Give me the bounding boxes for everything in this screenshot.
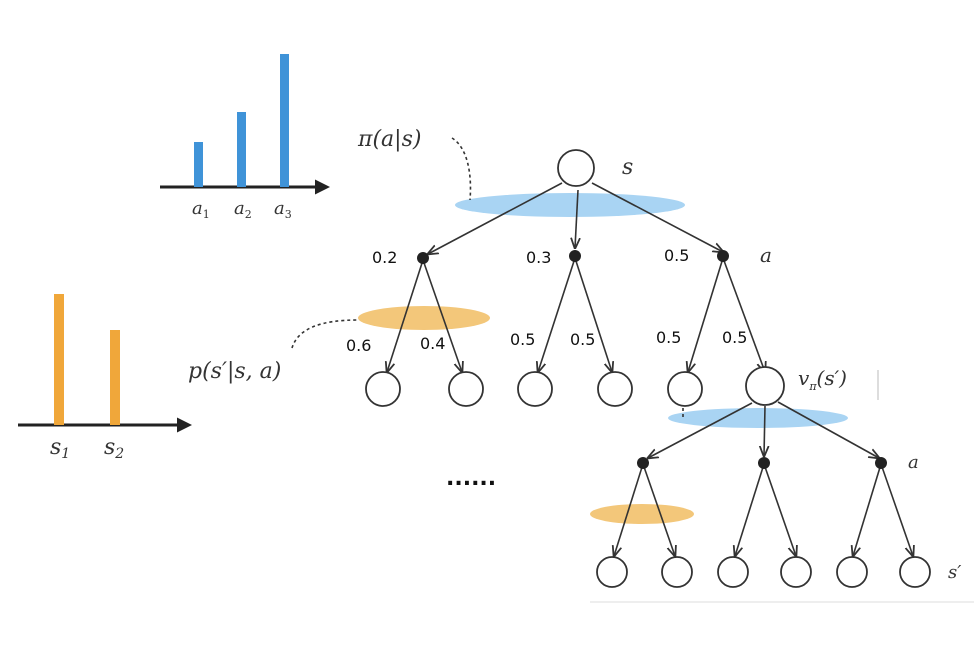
transition-prob-6: 0.5: [722, 328, 747, 347]
policy-connector: [451, 137, 472, 201]
sub-action-node-3: [875, 457, 887, 469]
state-bar-s2: [110, 330, 120, 425]
action-label-a1: a1: [192, 198, 210, 221]
action-node-2: [569, 250, 581, 262]
state-distribution-chart: s1 s2: [18, 294, 192, 462]
action-bar-a2: [237, 112, 246, 187]
action-bar-a1: [194, 142, 203, 187]
sub-tree: [596, 401, 931, 588]
transition-prob-3: 0.5: [510, 330, 535, 349]
transition-highlight-ellipse-2: [590, 504, 694, 524]
edge-sub-a1-s2: [642, 463, 675, 556]
sub-action-node-1: [637, 457, 649, 469]
next-state-label: s′: [948, 562, 961, 583]
action-prob-2: 0.3: [526, 248, 551, 267]
sub-state-node-3: [717, 556, 749, 588]
action-distribution-chart: a1 a2 a3: [160, 54, 330, 221]
sub-state-node-6: [899, 556, 931, 588]
edge-a1-s2: [422, 259, 462, 372]
edge-sub-a1-s1: [614, 463, 644, 556]
sub-state-node-1: [596, 556, 628, 588]
value-label: vπ(s′): [798, 366, 847, 393]
sub-action-node-2: [758, 457, 770, 469]
sub-state-node-4: [780, 556, 812, 588]
action-prob-1: 0.2: [372, 248, 397, 267]
edge-root-action2: [575, 189, 578, 248]
transition-prob-4: 0.5: [570, 330, 595, 349]
next-state-node-6: [745, 366, 785, 406]
edge-sub-a2-s2: [763, 463, 796, 556]
root-state-label: s: [622, 155, 633, 180]
action-node-1: [417, 252, 429, 264]
edge-sub-a3-s2: [880, 463, 913, 556]
action-bar-a3: [280, 54, 289, 187]
ellipsis: ......: [446, 466, 496, 491]
next-state-node-3: [517, 371, 553, 407]
sub-state-node-2: [661, 556, 693, 588]
edge-a2-s1: [538, 257, 576, 372]
edge-sub-root-action2: [764, 405, 765, 456]
transition-prob-2: 0.4: [420, 334, 445, 353]
edge-a3-s1: [688, 257, 724, 372]
edge-a2-s2: [574, 257, 612, 372]
sub-state-node-5: [836, 556, 868, 588]
edge-sub-a2-s1: [735, 463, 765, 556]
action-label-2: a: [908, 452, 919, 473]
edge-sub-root-action3: [777, 401, 879, 458]
transition-prob-5: 0.5: [656, 328, 681, 347]
edge-root-action1: [428, 182, 563, 254]
next-state-node-5: [667, 371, 703, 407]
state-label-s1: s1: [50, 435, 70, 462]
transition-highlight-ellipse: [358, 306, 490, 330]
next-state-node-1: [365, 371, 401, 407]
main-tree: [365, 149, 785, 407]
next-state-node-4: [597, 371, 633, 407]
action-prob-3: 0.5: [664, 246, 689, 265]
policy-highlight-ellipse: [455, 193, 685, 217]
action-label-a3: a3: [274, 198, 292, 221]
state-bar-s1: [54, 294, 64, 425]
edge-root-action3: [591, 182, 723, 252]
next-state-node-2: [448, 371, 484, 407]
action-label-a2: a2: [234, 198, 252, 221]
edge-a1-s1: [387, 259, 424, 372]
action-label: a: [760, 243, 772, 267]
root-state-node: [557, 149, 595, 187]
edge-sub-a3-s1: [853, 463, 882, 556]
policy-label: π(a|s): [357, 127, 421, 152]
transition-label: p(s′|s, a): [188, 359, 281, 384]
action-node-3: [717, 250, 729, 262]
state-label-s2: s2: [104, 435, 124, 462]
edge-a3-s2: [722, 257, 765, 372]
edge-sub-root-action1: [648, 402, 753, 458]
transition-prob-1: 0.6: [346, 336, 371, 355]
transition-connector: [291, 319, 359, 349]
